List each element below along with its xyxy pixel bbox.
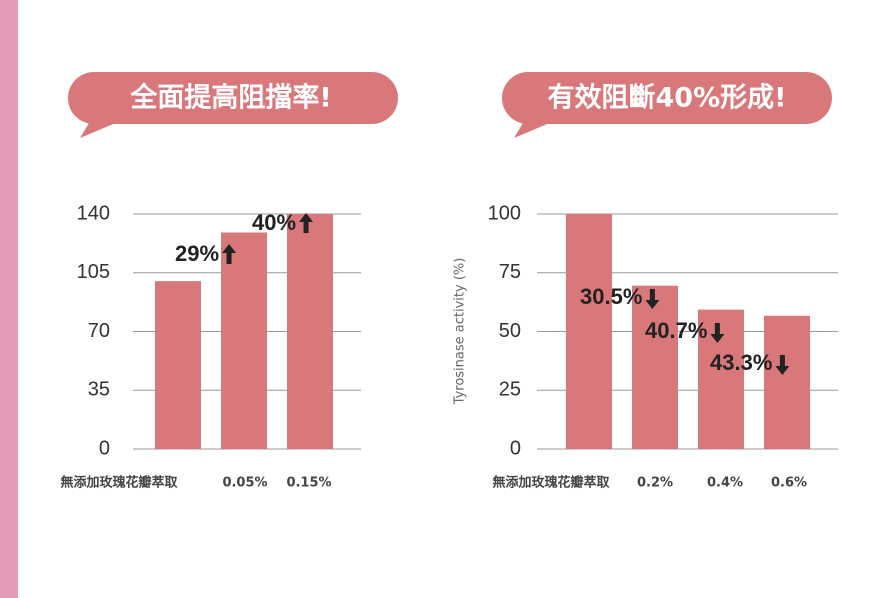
chart-title: 有效阻斷40%形成! xyxy=(548,83,787,114)
bar xyxy=(287,214,333,449)
x-tick-label: 無添加玫瑰花瓣萃取 xyxy=(492,475,610,491)
y-tick-label: 0 xyxy=(99,437,110,459)
x-tick-label: 0.05% xyxy=(222,476,267,491)
chart-title: 全面提高阻擋率! xyxy=(129,82,331,114)
y-tick-label: 105 xyxy=(77,261,110,283)
y-tick-label: 35 xyxy=(88,379,110,401)
arrow-icon xyxy=(710,323,725,343)
y-tick-label: 100 xyxy=(488,202,521,224)
arrow-icon xyxy=(299,213,314,233)
bar xyxy=(566,214,612,449)
x-tick-label: 0.4% xyxy=(707,476,743,491)
x-tick-label: 0.2% xyxy=(637,476,673,491)
x-tick-label: 0.6% xyxy=(771,476,807,491)
annotation: 30.5% xyxy=(580,284,642,309)
title-bubble-2: 有效阻斷40%形成! xyxy=(502,72,832,138)
y-tick-label: 140 xyxy=(77,202,110,224)
side-strip xyxy=(0,0,18,598)
bar xyxy=(155,281,201,449)
x-tick-label: 無添加玫瑰花瓣萃取 xyxy=(60,475,178,491)
y-tick-label: 0 xyxy=(510,437,521,459)
arrow-icon xyxy=(222,244,237,264)
y-tick-label: 75 xyxy=(499,261,521,283)
bar xyxy=(698,309,744,449)
y-tick-label: 50 xyxy=(499,320,521,342)
arrow-icon xyxy=(645,289,660,309)
annotation: 40.7% xyxy=(645,318,707,343)
bar xyxy=(632,285,678,449)
bar xyxy=(221,232,267,449)
annotation: 40% xyxy=(252,210,296,235)
y-tick-label: 25 xyxy=(499,379,521,401)
y-tick-label: 70 xyxy=(88,320,110,342)
annotation: 29% xyxy=(175,241,219,266)
annotation: 43.3% xyxy=(710,350,772,375)
bar xyxy=(764,315,810,449)
x-tick-label: 0.15% xyxy=(286,476,331,491)
arrow-icon xyxy=(775,355,790,375)
title-bubble-1: 全面提高阻擋率! xyxy=(68,72,398,138)
y-axis-label: Tyrosinase activity (%) xyxy=(453,258,468,406)
